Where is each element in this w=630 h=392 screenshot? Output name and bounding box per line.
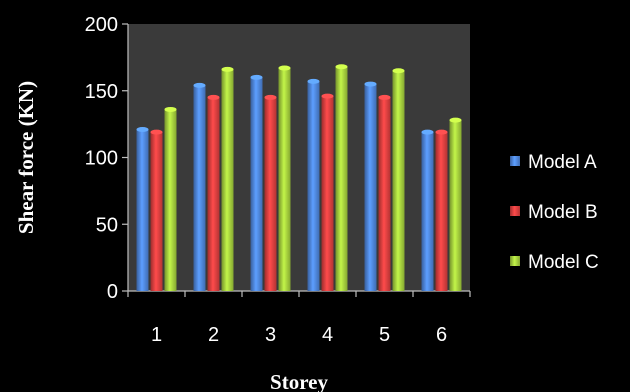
- plot-area: [128, 24, 470, 291]
- bar-cap-model-a-storey-6: [421, 129, 434, 135]
- bar-model-a-storey-1: [136, 129, 149, 291]
- bar-cap-model-c-storey-4: [335, 64, 348, 70]
- bar-model-a-storey-3: [250, 77, 263, 292]
- bar-model-b-storey-4: [321, 96, 334, 291]
- bar-cap-model-b-storey-1: [150, 129, 163, 135]
- x-tick-label: 2: [208, 324, 219, 346]
- y-tick-label: 200: [85, 14, 118, 36]
- bar-cap-model-c-storey-6: [449, 117, 462, 123]
- bar-model-b-storey-2: [207, 97, 220, 291]
- x-tick-label: 5: [379, 324, 390, 346]
- x-axis: 1 2 3 4 5 6: [127, 290, 471, 346]
- legend-swatch: [510, 256, 520, 266]
- bar-cap-model-a-storey-5: [364, 81, 377, 87]
- x-axis-title: Storey: [270, 370, 328, 392]
- bar-model-c-storey-4: [335, 66, 348, 291]
- legend-swatch: [510, 206, 520, 216]
- bar-model-a-storey-4: [307, 81, 320, 291]
- bar-model-b-storey-1: [150, 132, 163, 291]
- bar-cap-model-a-storey-2: [193, 82, 206, 88]
- bar-model-c-storey-3: [278, 68, 291, 292]
- y-tick-label: 150: [85, 81, 118, 103]
- bar-model-c-storey-1: [164, 109, 177, 291]
- y-tick-label: 0: [107, 281, 118, 303]
- legend-label: Model B: [528, 202, 598, 223]
- x-tick-label: 4: [322, 324, 333, 346]
- bar-cap-model-b-storey-5: [378, 94, 391, 100]
- bar-cap-model-a-storey-3: [250, 74, 263, 80]
- legend-item-model-a: Model A: [510, 152, 597, 173]
- legend-label: Model A: [528, 152, 597, 173]
- bar-model-c-storey-2: [221, 69, 234, 291]
- bar-cap-model-c-storey-2: [221, 66, 234, 72]
- legend: Model A Model B Model C: [510, 152, 599, 273]
- x-tick-label: 6: [436, 324, 447, 346]
- bar-cap-model-c-storey-5: [392, 68, 405, 74]
- bar-cap-model-b-storey-2: [207, 94, 220, 100]
- bar-model-c-storey-5: [392, 70, 405, 291]
- x-tick-label: 3: [265, 324, 276, 346]
- y-axis: 0 50 100 150 200: [85, 14, 129, 303]
- bar-cap-model-a-storey-1: [136, 126, 149, 132]
- y-tick-label: 50: [96, 214, 118, 236]
- bar-series-group: [136, 64, 462, 292]
- bar-model-a-storey-2: [193, 85, 206, 291]
- bar-model-b-storey-5: [378, 97, 391, 291]
- y-tick-label: 100: [85, 148, 118, 170]
- y-axis-title: Shear force (KN): [14, 81, 38, 234]
- bar-cap-model-b-storey-4: [321, 93, 334, 99]
- bar-cap-model-b-storey-6: [435, 129, 448, 135]
- bar-cap-model-c-storey-1: [164, 106, 177, 112]
- legend-item-model-b: Model B: [510, 202, 598, 223]
- bar-model-b-storey-3: [264, 97, 277, 291]
- legend-swatch: [510, 156, 520, 166]
- bar-model-a-storey-5: [364, 84, 377, 291]
- bar-model-b-storey-6: [435, 132, 448, 291]
- x-tick-label: 1: [151, 324, 162, 346]
- legend-label: Model C: [528, 252, 599, 273]
- bar-model-c-storey-6: [449, 120, 462, 292]
- bar-cap-model-a-storey-4: [307, 78, 320, 84]
- bar-model-a-storey-6: [421, 132, 434, 291]
- bar-cap-model-b-storey-3: [264, 94, 277, 100]
- legend-item-model-c: Model C: [510, 252, 599, 273]
- bar-cap-model-c-storey-3: [278, 65, 291, 71]
